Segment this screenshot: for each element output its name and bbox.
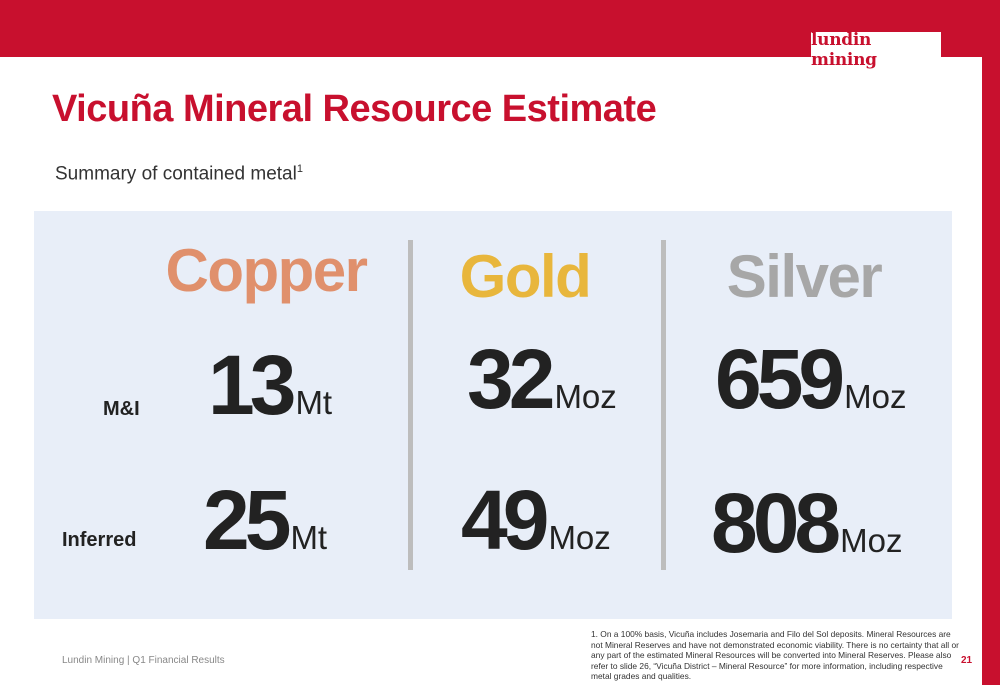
- footnote: 1. On a 100% basis, Vicuña includes Jose…: [591, 629, 959, 682]
- column-divider-2: [661, 240, 666, 570]
- metal-heading-silver: Silver: [726, 243, 883, 310]
- value-unit: Moz: [840, 522, 903, 559]
- value-copper-mi: 13 Mt: [208, 343, 332, 427]
- value-unit: Mt: [290, 519, 328, 556]
- page-number: 21: [961, 655, 973, 666]
- right-accent-strip: [982, 57, 1000, 685]
- value-number: 13: [208, 338, 296, 432]
- logo-text: lundin mining: [811, 30, 877, 70]
- value-number: 659: [715, 332, 845, 426]
- resource-panel: [34, 211, 952, 619]
- value-gold-inferred: 49 Moz: [461, 478, 611, 562]
- value-number: 808: [711, 476, 841, 570]
- logo: lundin mining: [811, 30, 941, 70]
- footer-source: Lundin Mining | Q1 Financial Results: [62, 655, 225, 666]
- metal-heading-copper: Copper: [165, 237, 369, 304]
- value-silver-inferred: 808 Moz: [711, 481, 903, 565]
- value-number: 32: [467, 332, 555, 426]
- slide-subtitle: Summary of contained metal1: [55, 163, 303, 185]
- value-unit: Moz: [844, 378, 907, 415]
- value-unit: Moz: [548, 519, 611, 556]
- slide-title: Vicuña Mineral Resource Estimate: [52, 88, 657, 130]
- value-number: 49: [461, 473, 549, 567]
- value-unit: Moz: [554, 378, 617, 415]
- value-number: 25: [203, 473, 291, 567]
- metal-heading-gold: Gold: [459, 243, 592, 310]
- value-gold-mi: 32 Moz: [467, 337, 617, 421]
- footnote-marker: 1: [296, 163, 303, 175]
- value-silver-mi: 659 Moz: [715, 337, 907, 421]
- value-unit: Mt: [295, 384, 333, 421]
- row-label-mi: M&I: [103, 398, 140, 420]
- subtitle-text: Summary of contained metal: [55, 163, 297, 185]
- value-copper-inferred: 25 Mt: [203, 478, 327, 562]
- row-label-inferred: Inferred: [62, 529, 137, 551]
- column-divider-1: [408, 240, 413, 570]
